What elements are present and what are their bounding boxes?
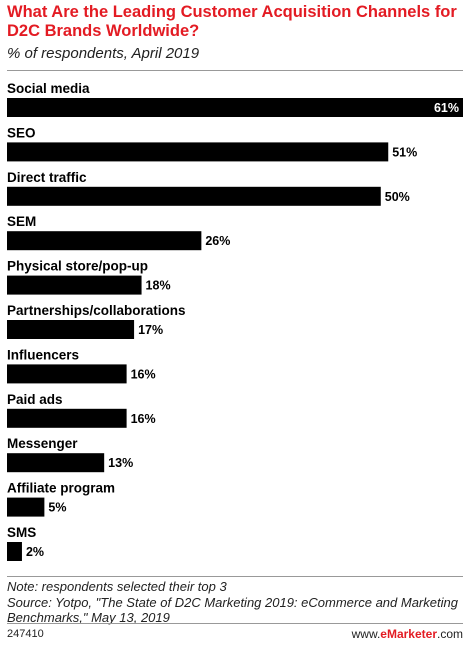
bar-partnerships-collaborations xyxy=(7,320,135,339)
chart-subtitle: % of respondents, April 2019 xyxy=(7,45,200,62)
category-label-seo: SEO xyxy=(7,125,36,140)
brand-link[interactable]: www.eMarketer.com xyxy=(352,627,463,641)
bar-affiliate-program xyxy=(7,497,45,517)
footer-divider xyxy=(7,623,463,624)
category-label-sms: SMS xyxy=(7,525,36,540)
category-label-sem: SEM xyxy=(7,214,36,229)
bar-sms xyxy=(7,542,22,561)
value-label-sem: 26% xyxy=(205,234,230,248)
chart-notes: Note: respondents selected their top 3 S… xyxy=(7,579,463,626)
bar-sem xyxy=(7,231,202,251)
bar-messenger xyxy=(7,453,105,473)
category-label-partnerships-collaborations: Partnerships/collaborations xyxy=(7,303,186,318)
category-label-paid-ads: Paid ads xyxy=(7,392,63,407)
bar-physical-store-pop-up xyxy=(7,275,142,295)
value-label-messenger: 13% xyxy=(108,456,133,470)
bottom-divider xyxy=(7,576,463,577)
bar-social-media xyxy=(7,98,463,117)
value-label-paid-ads: 16% xyxy=(131,412,156,426)
value-label-seo: 51% xyxy=(392,145,417,159)
value-label-physical-store-pop-up: 18% xyxy=(146,279,171,293)
category-label-social-media: Social media xyxy=(7,81,90,96)
value-label-influencers: 16% xyxy=(131,367,156,381)
bar-paid-ads xyxy=(7,408,127,428)
category-label-influencers: Influencers xyxy=(7,347,79,362)
chart-id: 247410 xyxy=(7,628,44,640)
category-label-direct-traffic: Direct traffic xyxy=(7,170,87,185)
value-label-partnerships-collaborations: 17% xyxy=(138,323,163,337)
note-text: Note: respondents selected their top 3 xyxy=(7,579,227,594)
category-label-affiliate-program: Affiliate program xyxy=(7,481,115,496)
brand-name: eMarketer xyxy=(380,627,437,641)
top-divider xyxy=(7,70,463,71)
chart-title: What Are the Leading Customer Acquisitio… xyxy=(7,3,457,40)
bar-influencers xyxy=(7,364,127,384)
value-label-social-media: 61% xyxy=(434,101,459,115)
source-text: Source: Yotpo, "The State of D2C Marketi… xyxy=(7,594,458,626)
value-label-direct-traffic: 50% xyxy=(385,190,410,204)
category-label-messenger: Messenger xyxy=(7,436,78,451)
value-label-sms: 2% xyxy=(26,545,44,559)
brand-suffix: .com xyxy=(436,627,463,641)
brand-prefix: www. xyxy=(351,627,381,641)
value-label-affiliate-program: 5% xyxy=(48,501,66,515)
bar-seo xyxy=(7,142,389,162)
category-label-physical-store-pop-up: Physical store/pop-up xyxy=(7,259,148,274)
bar-direct-traffic xyxy=(7,186,381,206)
